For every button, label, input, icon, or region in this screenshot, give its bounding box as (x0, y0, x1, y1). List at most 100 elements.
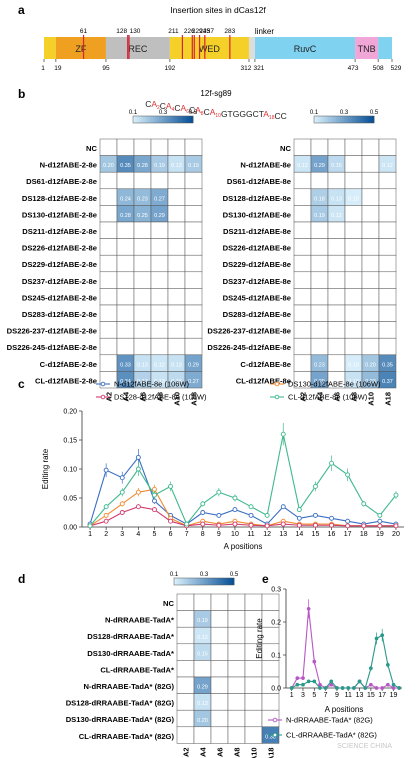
heatmap-cell (99, 138, 118, 156)
colorbar-step (182, 578, 185, 585)
colorbar-step (153, 116, 156, 123)
row-label: N-dRRAABE-TadA* (82G) (83, 682, 174, 691)
colorbar-step (133, 116, 136, 123)
cell-value-label: 0.28 (120, 213, 131, 219)
data-point (380, 633, 385, 638)
cell-value-label: 0.15 (197, 651, 208, 657)
heatmap-cell (344, 337, 363, 356)
heatmap-cell (167, 171, 186, 190)
heatmap-cell (378, 371, 397, 389)
data-point (377, 518, 383, 524)
heatmap-cell (244, 709, 263, 728)
heatmap-cell (361, 171, 380, 190)
heatmap-cell (210, 693, 229, 711)
heatmap-cell (327, 238, 346, 256)
data-point (168, 518, 174, 524)
heatmap-cell (310, 271, 329, 289)
colorbar-step (141, 116, 144, 123)
row-label: CL-d12fABE-8e (236, 376, 291, 385)
data-point (119, 489, 125, 495)
insertion-site-label: 130 (130, 28, 141, 35)
cell-value-label: 0.23 (365, 379, 376, 385)
x-tick-label: 19 (376, 531, 384, 538)
heatmap-cell (184, 205, 203, 223)
x-tick-label: 13 (356, 692, 364, 699)
colorbar-step (157, 116, 160, 123)
row-label: DS226-237-d12fABE-2-8e (7, 327, 97, 336)
domain-map-title: Insertion sites in dCas12f (170, 5, 266, 15)
column-label: A4 (122, 391, 131, 401)
colorbar-step (147, 116, 150, 123)
colorbar-step (226, 578, 229, 585)
cell-value-label: 0.29 (314, 163, 325, 169)
colorbar-step (149, 116, 152, 123)
heatmap-cell (310, 337, 329, 356)
colorbar-step (175, 116, 178, 123)
cell-value-label: 0.13 (171, 362, 182, 368)
heatmap-cell (327, 254, 346, 273)
colorbar-step (171, 116, 174, 123)
x-tick-label: 9 (335, 692, 339, 699)
heatmap-cell (293, 205, 312, 223)
heatmap-cell (176, 593, 195, 611)
colorbar-step (184, 578, 187, 585)
sequence-part: A (263, 109, 269, 119)
heatmap-cell (193, 593, 212, 611)
x-tick-label: 7 (185, 531, 189, 538)
heatmap-cell (327, 304, 346, 322)
domain-label: REC (128, 44, 148, 54)
tick-label: 529 (391, 65, 402, 72)
heatmap-cell (150, 288, 169, 306)
x-tick-label: 7 (324, 692, 328, 699)
data-point (312, 679, 317, 684)
heatmap-cell (344, 271, 363, 289)
x-tick-label: 14 (295, 531, 303, 538)
y-tick-label: 0.20 (63, 409, 77, 416)
data-point (151, 486, 157, 492)
heatmap-cell (227, 610, 246, 628)
row-label: DS61-d12fABE-8e (227, 177, 291, 186)
colorbar-tick: 0.3 (200, 572, 209, 578)
data-point (264, 523, 270, 529)
colorbar-step (348, 116, 351, 123)
data-point (335, 686, 339, 690)
heatmap-cell (244, 676, 263, 694)
heatmap-cell (184, 254, 203, 273)
x-tick-label: 17 (378, 692, 386, 699)
data-point (232, 521, 238, 527)
colorbar-step (137, 116, 140, 123)
row-label: CL-d12fABE-2-8e (35, 376, 97, 385)
x-tick-label: 10 (231, 531, 239, 538)
heatmap-cell (361, 155, 380, 173)
heatmap-cell (344, 304, 363, 322)
panel-a-label: a (18, 3, 25, 17)
heatmap-cell (327, 171, 346, 190)
cell-value-label: 0.38 (265, 734, 276, 740)
heatmap-cell (176, 626, 195, 645)
linker-label: linker (255, 27, 274, 36)
colorbar-step (145, 116, 148, 123)
data-point (329, 460, 334, 466)
data-point (103, 467, 109, 473)
data-point (296, 507, 302, 513)
data-point (345, 523, 351, 529)
row-label: DS211-d12fABE-8e (223, 227, 291, 236)
legend-marker (272, 717, 278, 723)
cell-value-label: 0.23 (314, 362, 325, 368)
panel-b-label: b (18, 87, 25, 101)
row-label: DS226-237-d12fABE-8e (207, 327, 291, 336)
data-point (168, 483, 174, 489)
row-label: DS128-dRRAABE-TadA* (82G) (66, 699, 175, 708)
legend-label: DS130-d12fABE-8e (106W) (288, 380, 381, 389)
cell-value-label: 0.19 (154, 163, 165, 169)
colorbar-step (214, 578, 217, 585)
heatmap-cell (293, 138, 312, 156)
x-tick-label: 11 (247, 531, 254, 538)
heatmap-cell (184, 188, 203, 206)
heatmap-cell (167, 254, 186, 273)
x-tick-label: 13 (279, 531, 287, 538)
heatmap-cell (378, 205, 397, 223)
colorbar-step (340, 116, 343, 123)
sequence-part: CC (275, 111, 287, 121)
